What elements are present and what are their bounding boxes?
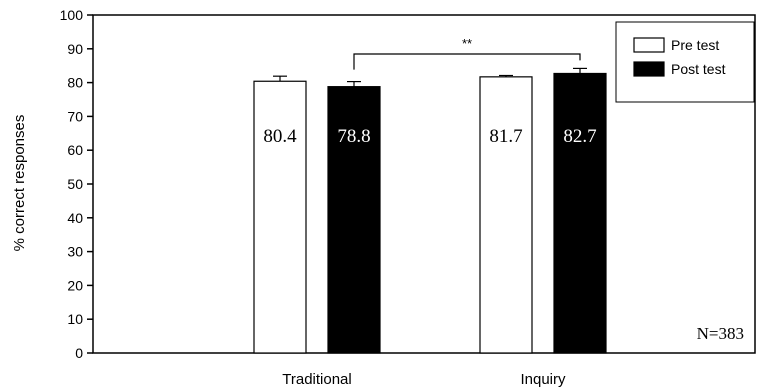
y-tick-label: 10 xyxy=(67,311,83,327)
x-tick-label: Inquiry xyxy=(520,371,566,388)
y-tick-label: 70 xyxy=(67,108,83,124)
bar-value-label: 81.7 xyxy=(489,126,522,147)
y-tick-label: 0 xyxy=(75,345,83,361)
y-axis-label: % correct responses xyxy=(11,115,28,252)
bar-value-label: 82.7 xyxy=(563,126,596,147)
bar-traditional-pre-test xyxy=(253,80,307,354)
legend-swatch xyxy=(633,37,665,53)
significance-label: ** xyxy=(462,36,472,51)
significance-bracket: ** xyxy=(353,36,581,70)
legend-label: Pre test xyxy=(671,37,719,53)
legend: Pre test Post test xyxy=(615,21,755,103)
bar-inquiry-pre-test xyxy=(479,76,533,354)
x-tick-label: Traditional xyxy=(282,371,351,388)
y-tick-label: 20 xyxy=(67,277,83,293)
y-tick-label: 40 xyxy=(67,210,83,226)
legend-label: Post test xyxy=(671,61,726,77)
bar-value-label: 80.4 xyxy=(263,126,297,147)
y-tick-label: 50 xyxy=(67,176,83,192)
bar-inquiry-post-test xyxy=(553,72,607,354)
y-tick-label: 80 xyxy=(67,75,83,91)
x-axis-tick-labels: Traditional Inquiry xyxy=(282,371,566,388)
significance-line xyxy=(353,53,581,70)
bar-value-label: 78.8 xyxy=(337,126,370,147)
bars: 80.4 81.7 78.8 82.7 xyxy=(253,67,607,354)
y-tick-label: 60 xyxy=(67,142,83,158)
y-tick-label: 30 xyxy=(67,244,83,260)
sample-size-annotation: N=383 xyxy=(697,324,744,343)
y-axis-ticks: 0 10 20 30 40 50 60 70 80 90 100 xyxy=(60,7,93,361)
legend-swatch xyxy=(633,61,665,77)
y-tick-label: 100 xyxy=(60,7,84,23)
y-tick-label: 90 xyxy=(67,41,83,57)
